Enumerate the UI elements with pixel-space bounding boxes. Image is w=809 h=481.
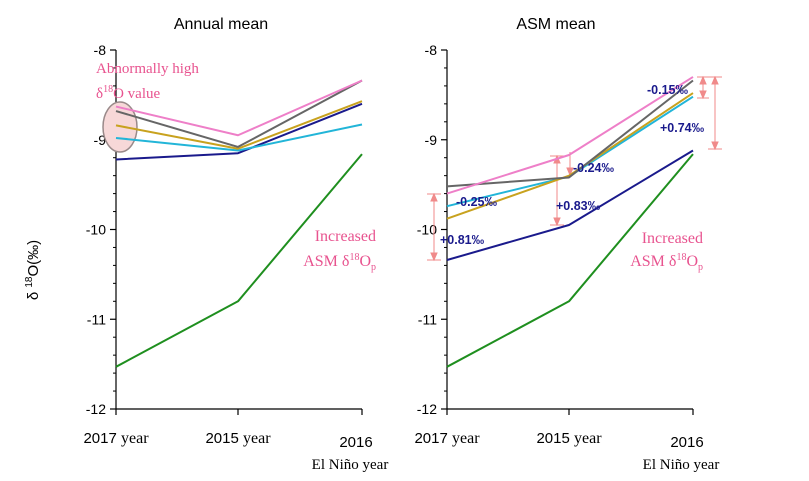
y-tick-label: -9 xyxy=(425,132,438,148)
y-tick-label: -8 xyxy=(425,42,438,58)
bracket-2016-large-arrow-down xyxy=(711,141,719,151)
increased-annotation-right-line1: Increased xyxy=(642,230,703,247)
series-line-2 xyxy=(115,102,363,161)
abnormal-annotation-line1: Abnormally high xyxy=(96,61,199,77)
y-tick-label: -9 xyxy=(94,132,107,148)
x-category-sublabel: El Niño year xyxy=(643,457,720,473)
bracket-2016-small-arrow-up xyxy=(699,75,707,85)
series-line-1 xyxy=(446,153,694,368)
series-line-3 xyxy=(446,95,694,208)
right-y-minor-ticks xyxy=(444,67,447,392)
series-line-6 xyxy=(115,79,363,137)
abnormal-annotation-line2: δ18O value xyxy=(96,84,160,102)
series-line-5 xyxy=(446,79,694,188)
increased-annotation-line2: ASM δ18Op xyxy=(303,252,376,273)
y-tick-label: -11 xyxy=(87,311,106,327)
series-line-1 xyxy=(115,153,363,368)
series-line-6 xyxy=(446,76,694,195)
series-line-3 xyxy=(115,123,363,152)
annual-mean-panel: Annual mean δ 18O(‰) -12 -11 -10 -9 -8 2017 … xyxy=(24,16,388,473)
y-tick-label: -12 xyxy=(417,401,437,417)
bracket-2016-large-arrow-up xyxy=(711,75,719,85)
value-label-2016-minus: -0.15‰ xyxy=(647,83,688,97)
y-tick-label: -10 xyxy=(86,222,106,238)
increased-annotation-line1: Increased xyxy=(315,228,376,245)
y-tick-label: -10 xyxy=(417,222,437,238)
series-line-4 xyxy=(446,92,694,220)
value-label-2016-plus: +0.74‰ xyxy=(660,121,705,135)
left-y-ticks: -12 -11 -10 -9 -8 xyxy=(86,42,116,417)
asm-mean-title: ASM mean xyxy=(516,16,595,33)
right-series-group xyxy=(446,76,694,368)
x-category-label: 2015 year xyxy=(536,430,602,447)
series-line-4 xyxy=(115,100,363,150)
bracket-2015-arrow-down xyxy=(553,217,561,227)
series-line-5 xyxy=(115,79,363,148)
x-category-label: 2016 xyxy=(670,434,703,451)
y-tick-label: -8 xyxy=(94,42,107,58)
bracket-2017-arrow-up xyxy=(430,192,438,202)
x-category-label: 2017 year xyxy=(83,430,149,447)
y-tick-label: -11 xyxy=(418,311,437,327)
x-category-label: 2016 xyxy=(339,434,372,451)
y-tick-label: -12 xyxy=(86,401,106,417)
value-label-2015-plus: +0.83‰ xyxy=(556,199,601,213)
right-x-ticks xyxy=(446,409,694,415)
y-axis-label: δ 18O(‰) xyxy=(24,240,42,300)
value-label-2017-plus: +0.81‰ xyxy=(440,233,485,247)
bracket-small-2015-arrow xyxy=(566,167,574,177)
value-label-2015-minus: -0.24‰ xyxy=(573,161,614,175)
asm-mean-panel: ASM mean -12 -11 -10 -9 -8 xyxy=(414,16,722,473)
difference-brackets xyxy=(427,75,722,262)
bracket-2017-arrow-down xyxy=(430,252,438,262)
right-x-category-labels: 2017 year 2015 year 2016 El Niño year xyxy=(414,430,719,473)
left-series-group xyxy=(115,79,363,368)
series-line-2 xyxy=(446,149,694,261)
value-label-2017-minus: -0.25‰ xyxy=(456,195,497,209)
increased-annotation-right-line2: ASM δ18Op xyxy=(630,252,703,273)
left-x-ticks xyxy=(115,409,363,415)
bracket-2016-small-arrow-down xyxy=(699,90,707,100)
x-category-label: 2015 year xyxy=(205,430,271,447)
right-y-ticks: -12 -11 -10 -9 -8 xyxy=(417,42,447,417)
x-category-label: 2017 year xyxy=(414,430,480,447)
left-x-category-labels: 2017 year 2015 year 2016 El Niño year xyxy=(83,430,388,473)
x-category-sublabel: El Niño year xyxy=(312,457,389,473)
annual-mean-title: Annual mean xyxy=(174,16,268,33)
